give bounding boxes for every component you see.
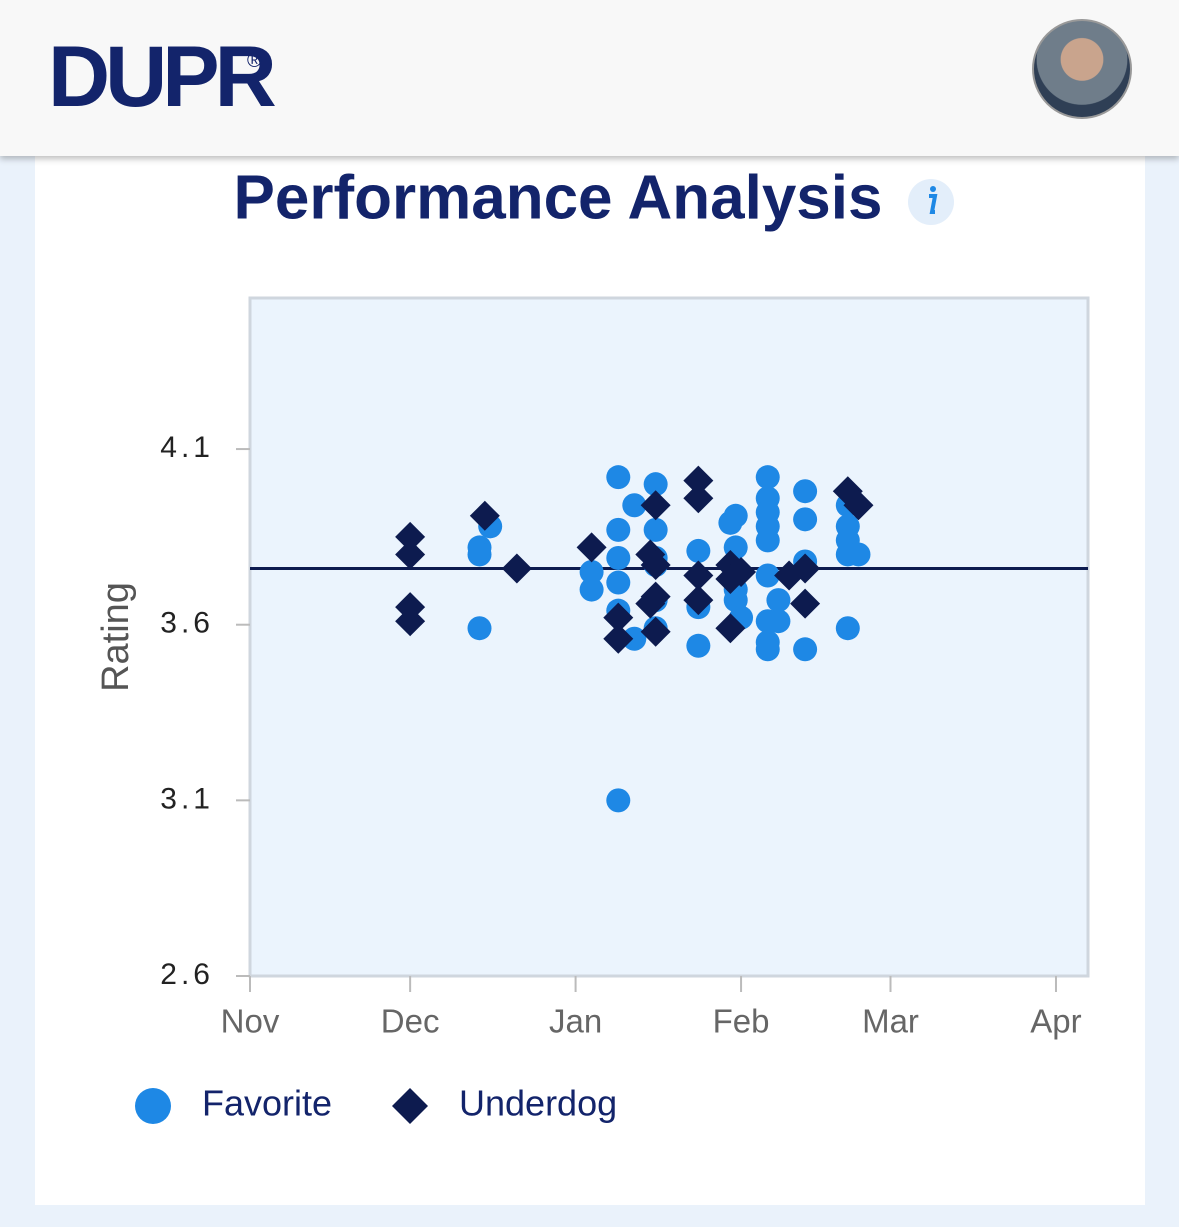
point [395,539,426,570]
point [755,637,780,662]
point [603,602,634,633]
point [715,613,746,644]
point [606,465,631,490]
point [790,588,821,619]
point [755,465,780,490]
point [501,553,532,584]
point [640,581,671,612]
header: DUPR ® [0,0,1179,156]
legend-item[interactable]: Favorite [135,1083,332,1124]
point [576,532,607,563]
avatar[interactable] [1032,19,1132,119]
point [686,633,711,658]
x-tick-label: Mar [862,1003,919,1040]
plot-area [248,296,1090,978]
point [640,549,671,580]
point [643,517,668,542]
point [793,479,818,504]
x-tick-label: Feb [713,1003,770,1040]
y-tick-label: 4.1 [160,431,214,464]
y-tick-label: 3.6 [160,607,214,640]
point [640,616,671,647]
x-tick-label: Jan [549,1003,602,1040]
point [755,528,780,553]
point [755,563,780,588]
point [395,606,426,637]
point [467,616,492,641]
point [683,560,714,591]
point [467,542,492,567]
point [579,577,604,602]
point [622,493,647,518]
point [606,570,631,595]
point [603,623,634,654]
legend-swatch [135,1088,171,1124]
point [723,503,748,528]
point [843,490,874,521]
point [395,521,426,552]
point [766,609,791,634]
point [606,517,631,542]
x-tick-label: Apr [1030,1003,1081,1040]
legend-swatch [392,1088,428,1124]
y-tick-label: 3.1 [160,782,214,815]
point [683,465,714,496]
point [606,788,631,813]
point [726,557,757,588]
point [766,588,791,613]
x-tick-label: Dec [381,1003,440,1040]
point [846,542,871,567]
point [579,560,604,585]
legend-item[interactable]: Underdog [392,1083,617,1124]
series [395,465,874,654]
logo-mark: ® [247,50,262,72]
point [790,553,821,584]
point [835,616,860,641]
point [469,500,500,531]
point [683,585,714,616]
point [643,472,668,497]
point [686,538,711,563]
info-icon[interactable] [908,179,954,225]
point [640,490,671,521]
y-tick-label: 2.6 [160,958,214,991]
point [793,637,818,662]
legend-label: Underdog [459,1083,617,1124]
logo[interactable]: DUPR [48,29,277,125]
chart-title: Performance Analysis [233,163,882,232]
x-tick-label: Nov [221,1003,280,1040]
y-axis-label: Rating [95,582,137,692]
point [622,626,647,651]
point [606,545,631,570]
point [683,483,714,514]
legend-label: Favorite [202,1083,332,1124]
point [793,507,818,532]
